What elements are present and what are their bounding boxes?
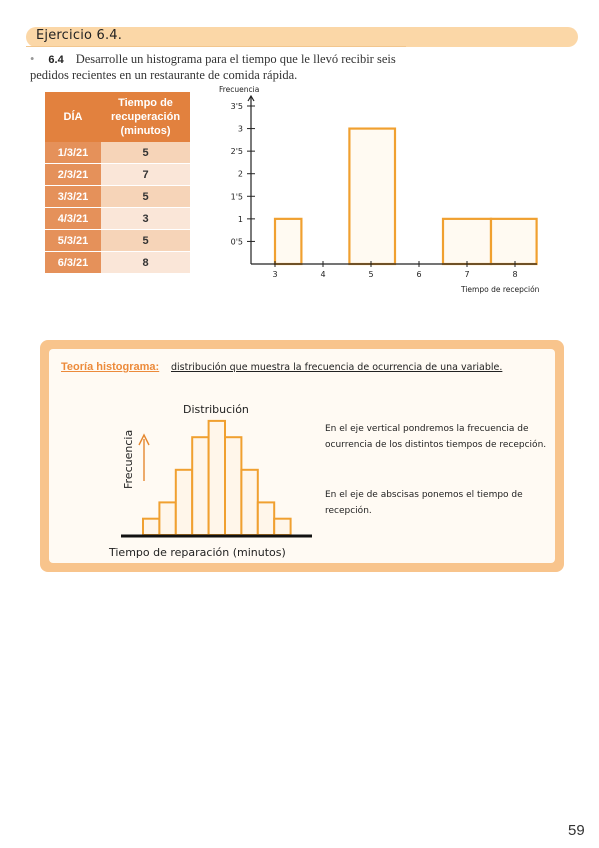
diagram-ylabel: Frecuencia	[122, 430, 135, 489]
header-underline	[26, 46, 406, 47]
data-table: DÍA Tiempo de recuperación (minutos) 1/3…	[45, 92, 190, 274]
histogram-x-tick-label: 8	[512, 270, 517, 279]
table-row: 3/3/21 5	[45, 185, 190, 208]
cell-value: 3	[101, 207, 190, 230]
theory-note-horizontal: En el eje de abscisas ponemos el tiempo …	[325, 490, 523, 516]
diagram-bar	[142, 517, 161, 536]
table-row: 5/3/21 5	[45, 229, 190, 252]
table-row: 6/3/21 8	[45, 251, 190, 274]
diagram-bar	[174, 468, 194, 536]
bullet: •	[30, 52, 35, 66]
cell-day: 4/3/21	[45, 207, 101, 230]
theory-heading: Teoría histograma:	[61, 361, 160, 373]
histogram-y-tick-label: 3	[238, 125, 243, 134]
cell-day: 3/3/21	[45, 185, 101, 208]
histogram-bar	[489, 217, 538, 266]
histogram-ylabel: Frecuencia	[219, 85, 259, 94]
histogram-x-tick-label: 4	[320, 270, 325, 279]
diagram-title: Distribución	[183, 403, 249, 416]
diagram-bar	[207, 419, 226, 536]
histogram-chart: 0'5 1 1'5 2 2'5 3 3'5 3 4 5 6 7 8 Frecuencia Tiempo…	[219, 85, 540, 294]
cell-day: 5/3/21	[45, 229, 101, 252]
table-row: 2/3/21 7	[45, 163, 190, 186]
diagram-bar	[256, 501, 276, 536]
diagram-bar	[240, 468, 259, 536]
histogram-y-tick-label: 3'5	[231, 102, 243, 111]
exercise-header-bar: Ejercicio 6.4.	[26, 27, 578, 47]
exercise-text: Desarrolle un histograma para el tiempo …	[30, 52, 396, 82]
y-axis-arrow-icon	[247, 94, 255, 102]
table-header-row: DÍA Tiempo de recuperación (minutos)	[45, 92, 190, 142]
diagram-bar	[273, 517, 292, 536]
histogram-bar	[273, 217, 303, 266]
cell-value: 7	[101, 163, 190, 186]
theory-inner-panel: Teoría histograma: distribución que mues…	[49, 349, 555, 563]
cell-day: 1/3/21	[45, 142, 101, 164]
diagram-bar	[191, 436, 210, 537]
histogram-bar	[348, 127, 397, 266]
header-day: DÍA	[45, 92, 101, 142]
diagram-xlabel: Tiempo de reparación (minutos)	[108, 546, 286, 559]
exercise-title: Ejercicio 6.4.	[36, 28, 123, 43]
histogram-y-tick-label: 2'5	[231, 147, 243, 156]
theory-box: Teoría histograma: distribución que mues…	[40, 340, 564, 572]
cell-value: 5	[101, 185, 190, 208]
histogram-xlabel: Tiempo de recepción	[460, 285, 540, 294]
page-number: 59	[568, 822, 585, 839]
histogram-bar	[441, 217, 493, 266]
histogram-y-tick-label: 2	[238, 170, 243, 179]
header-time: Tiempo de recuperación (minutos)	[101, 92, 190, 142]
cell-day: 6/3/21	[45, 251, 101, 274]
histogram-y-tick-label: 0'5	[231, 237, 243, 246]
cell-day: 2/3/21	[45, 163, 101, 186]
histogram-y-tick-label: 1'5	[231, 192, 243, 201]
diagram-bar	[224, 436, 243, 537]
diagram-bar	[158, 501, 177, 536]
histogram-x-tick-label: 5	[368, 270, 373, 279]
cell-value: 8	[101, 251, 190, 274]
cell-value: 5	[101, 229, 190, 252]
cell-value: 5	[101, 142, 190, 164]
arrow-up-icon	[138, 433, 150, 481]
exercise-number: 6.4	[48, 54, 64, 66]
histogram-x-tick-label: 7	[464, 270, 469, 279]
histogram-x-tick-label: 3	[272, 270, 277, 279]
table-row: 4/3/21 3	[45, 207, 190, 230]
theory-definition: distribución que muestra la frecuencia d…	[171, 362, 503, 373]
histogram-x-tick-label: 6	[416, 270, 421, 279]
theory-note-vertical: En el eje vertical pondremos la frecuenc…	[325, 424, 547, 450]
distribution-diagram: Distribución Frecuencia Tiempo de repara…	[108, 403, 312, 559]
table-row: 1/3/21 5	[45, 142, 190, 164]
histogram-y-tick-label: 1	[238, 215, 243, 224]
exercise-statement: • 6.4 Desarrolle un histograma para el tie…	[30, 52, 412, 83]
